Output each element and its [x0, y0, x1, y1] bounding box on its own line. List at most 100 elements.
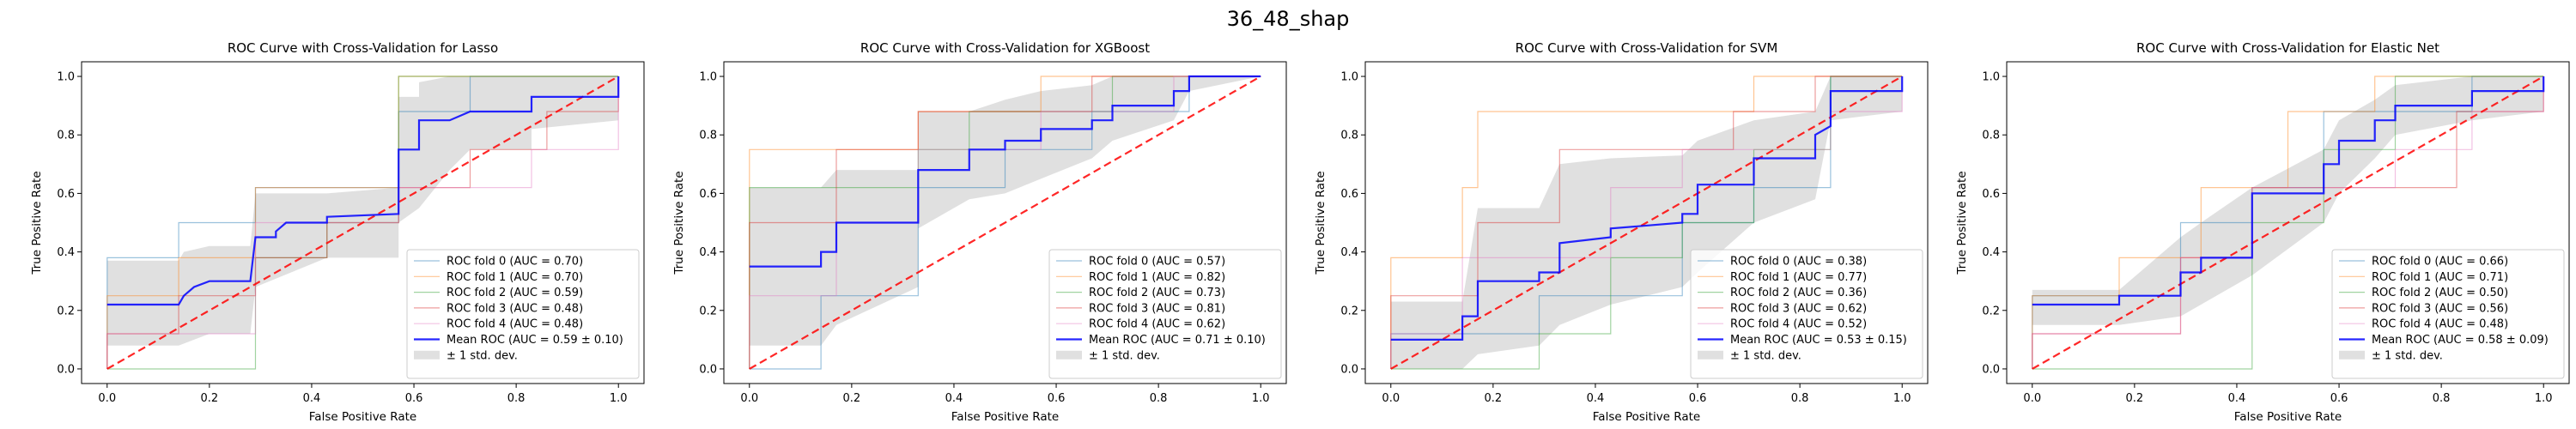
y-tick-label: 0.2 [1982, 305, 2000, 317]
y-tick-label: 0.0 [1982, 363, 2000, 376]
x-axis-label: False Positive Rate [1593, 410, 1700, 424]
legend-mean-label: Mean ROC (AUC = 0.71 ± 0.10) [1089, 334, 1266, 347]
x-tick-label: 1.0 [610, 392, 628, 405]
y-tick-label: 1.0 [57, 71, 75, 84]
legend-fold-3: ROC fold 3 (AUC = 0.56) [2339, 302, 2508, 315]
legend-std: ± 1 std. dev. [2339, 349, 2443, 362]
y-tick-label: 0.8 [699, 130, 717, 142]
roc-fold-2-line [1390, 76, 1903, 370]
y-tick-label: 0.6 [1340, 188, 1358, 201]
axes-frame [2006, 61, 2570, 384]
roc-fold-1-line [749, 76, 1261, 369]
legend-fold-2-label: ROC fold 2 (AUC = 0.73) [1089, 287, 1225, 299]
chart-title: ROC Curve with Cross-Validation for Elas… [2136, 40, 2439, 56]
x-tick-label: 0.2 [843, 392, 861, 405]
x-tick-label: 0.2 [201, 392, 219, 405]
roc-fold-0-line [749, 76, 1261, 370]
legend-fold-4-label: ROC fold 4 (AUC = 0.48) [447, 318, 583, 331]
chart-title: ROC Curve with Cross-Validation for Lass… [228, 40, 498, 56]
legend-std-label: ± 1 std. dev. [2372, 349, 2443, 362]
y-tick-label: 1.0 [1340, 71, 1358, 84]
figure-suptitle: 36_48_shap [1227, 7, 1350, 31]
x-tick-label: 0.8 [1150, 392, 1168, 405]
x-tick-label: 0.0 [98, 392, 116, 405]
mean-roc-line [2032, 76, 2545, 306]
y-tick-label: 0.0 [699, 363, 717, 376]
legend-fold-1: ROC fold 1 (AUC = 0.70) [414, 271, 583, 284]
chance-line [2032, 76, 2544, 370]
std-band [2032, 76, 2544, 325]
legend: ROC fold 0 (AUC = 0.57) ROC fold 1 (AUC =… [1048, 249, 1282, 379]
y-tick-label: 1.0 [1982, 71, 2000, 84]
legend-std: ± 1 std. dev. [1056, 349, 1160, 362]
legend-mean-label: Mean ROC (AUC = 0.59 ± 0.10) [447, 334, 623, 347]
x-tick-label: 0.4 [945, 392, 963, 405]
axes-frame [723, 61, 1287, 384]
roc-fold-1-line [1390, 76, 1903, 369]
x-tick-label: 0.6 [405, 392, 423, 405]
legend: ROC fold 0 (AUC = 0.66) ROC fold 1 (AUC =… [2331, 249, 2565, 379]
legend-box [2331, 249, 2565, 379]
x-tick-label: 0.4 [2228, 392, 2246, 405]
legend: ROC fold 0 (AUC = 0.38) ROC fold 1 (AUC =… [1690, 249, 1923, 379]
roc-fold-3-line [749, 76, 1261, 369]
mean-roc-line [106, 76, 620, 306]
legend-fold-1-label: ROC fold 1 (AUC = 0.77) [1730, 271, 1867, 284]
legend-box [406, 249, 640, 379]
y-tick-label: 1.0 [699, 71, 717, 84]
y-tick-label: 0.2 [57, 305, 75, 317]
legend-swatch [2339, 350, 2365, 360]
y-tick-label: 0.4 [1340, 246, 1358, 259]
legend-fold-1-label: ROC fold 1 (AUC = 0.82) [1089, 271, 1225, 284]
legend-box [1690, 249, 1923, 379]
legend-fold-4-label: ROC fold 4 (AUC = 0.52) [1730, 318, 1867, 331]
y-tick-label: 0.4 [57, 246, 75, 259]
chart-panel-1: 0.0 0.2 0.4 0.6 0.8 1.0 0.0 0.2 0.4 0.6 0.8 1.0 ROC … [30, 40, 645, 424]
std-band [106, 76, 619, 346]
y-axis-label: True Positive Rate [30, 171, 44, 275]
legend-std-label: ± 1 std. dev. [1730, 349, 1801, 362]
legend-fold-2: ROC fold 2 (AUC = 0.50) [2339, 287, 2508, 299]
y-axis-label: True Positive Rate [672, 171, 686, 275]
y-tick-label: 0.2 [699, 305, 717, 317]
legend-mean: Mean ROC (AUC = 0.53 ± 0.15) [1698, 334, 1907, 347]
chart-panel-3: 0.0 0.2 0.4 0.6 0.8 1.0 0.0 0.2 0.4 0.6 0.8 1.0 ROC … [1314, 40, 1929, 424]
legend-fold-1-label: ROC fold 1 (AUC = 0.70) [447, 271, 583, 284]
legend-fold-1: ROC fold 1 (AUC = 0.82) [1056, 271, 1225, 284]
legend-fold-4-label: ROC fold 4 (AUC = 0.62) [1089, 318, 1225, 331]
legend-fold-4: ROC fold 4 (AUC = 0.62) [1056, 318, 1225, 331]
legend-fold-2: ROC fold 2 (AUC = 0.73) [1056, 287, 1225, 299]
x-tick-label: 0.6 [2330, 392, 2348, 405]
chart-title: ROC Curve with Cross-Validation for XGBo… [860, 40, 1150, 56]
legend-std: ± 1 std. dev. [414, 349, 518, 362]
x-tick-label: 0.8 [2433, 392, 2451, 405]
mean-roc-line [1390, 76, 1904, 341]
legend-fold-3-label: ROC fold 3 (AUC = 0.56) [2372, 302, 2508, 315]
y-tick-label: 0.6 [699, 188, 717, 201]
legend-fold-0: ROC fold 0 (AUC = 0.38) [1698, 256, 1867, 269]
roc-fold-3-line [1390, 76, 1903, 369]
std-band [749, 76, 1261, 346]
legend: ROC fold 0 (AUC = 0.70) ROC fold 1 (AUC =… [406, 249, 640, 379]
legend-box [1048, 249, 1282, 379]
legend-fold-3-label: ROC fold 3 (AUC = 0.48) [447, 302, 583, 315]
legend-fold-1: ROC fold 1 (AUC = 0.77) [1698, 271, 1867, 284]
x-tick-label: 0.8 [1791, 392, 1809, 405]
x-axis-label: False Positive Rate [309, 410, 416, 424]
x-tick-label: 1.0 [1893, 392, 1911, 405]
axes-frame [81, 61, 645, 384]
legend-fold-0-label: ROC fold 0 (AUC = 0.66) [2372, 256, 2508, 269]
legend-fold-2-label: ROC fold 2 (AUC = 0.59) [447, 287, 583, 299]
chance-line [106, 76, 619, 370]
y-tick-label: 0.6 [57, 188, 75, 201]
legend-fold-0-label: ROC fold 0 (AUC = 0.57) [1089, 256, 1225, 269]
axes-frame [1364, 61, 1929, 384]
roc-fold-1-line [2032, 76, 2544, 369]
legend-mean-label: Mean ROC (AUC = 0.58 ± 0.09) [2372, 334, 2549, 347]
x-tick-label: 0.0 [2023, 392, 2041, 405]
mean-roc-line [749, 75, 1261, 268]
roc-fold-1-line [106, 76, 619, 369]
y-tick-label: 0.4 [699, 246, 717, 259]
legend-fold-3: ROC fold 3 (AUC = 0.48) [414, 302, 583, 315]
